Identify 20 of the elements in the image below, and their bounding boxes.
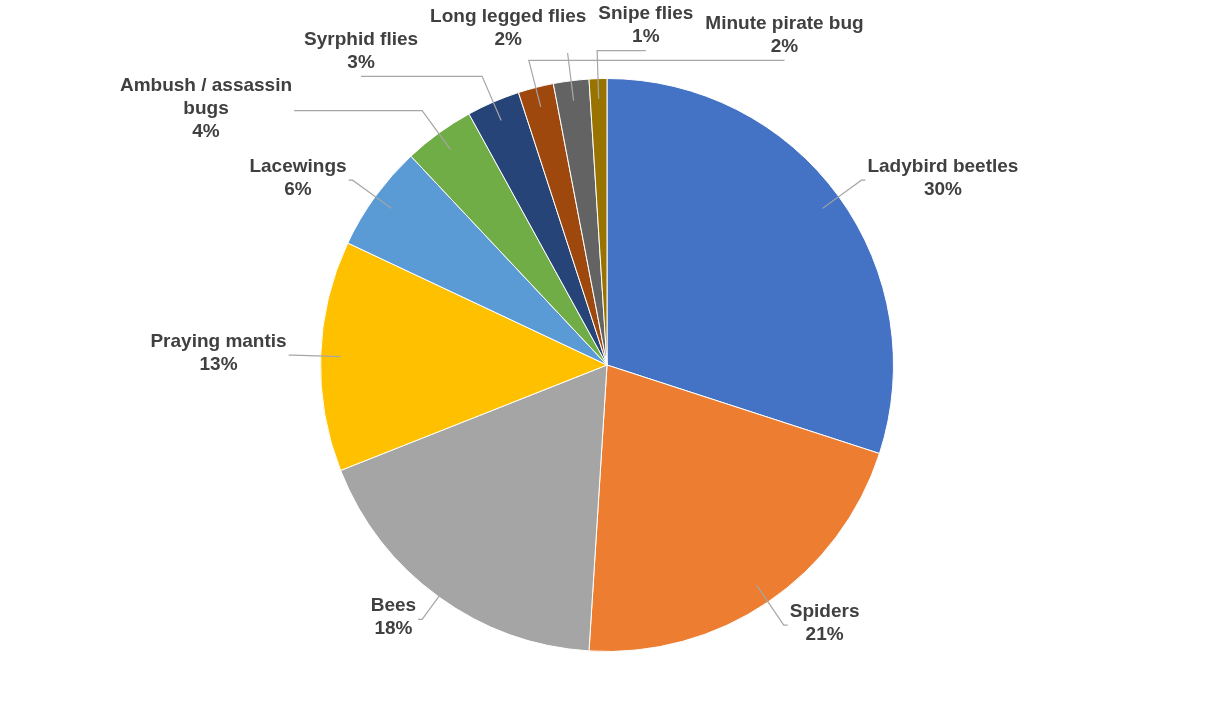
data-label: 30% <box>923 177 963 199</box>
data-label: 3% <box>347 51 375 73</box>
slice-label: Ladybird beetles <box>867 154 1019 176</box>
slice-label: Syrphid flies <box>304 28 419 50</box>
data-label: 13% <box>199 352 238 374</box>
slice-label: Praying mantis <box>150 329 287 351</box>
data-label: 6% <box>284 177 312 199</box>
slice-label: Bees <box>370 594 417 616</box>
data-label: 2% <box>494 27 523 49</box>
data-label: 18% <box>374 617 413 639</box>
data-label: 1% <box>632 25 660 47</box>
slice-label: Minute pirate bug <box>705 12 864 34</box>
data-label: 4% <box>192 119 220 141</box>
slice-label: Ambush / assassin bugs <box>119 73 293 118</box>
slice-label: Long legged flies <box>430 4 587 26</box>
slice-label: Spiders <box>789 599 860 621</box>
data-label: 21% <box>805 622 844 644</box>
slice-label: Lacewings <box>249 154 347 176</box>
slice-label: Snipe flies <box>598 2 694 24</box>
data-label: 2% <box>770 35 799 57</box>
